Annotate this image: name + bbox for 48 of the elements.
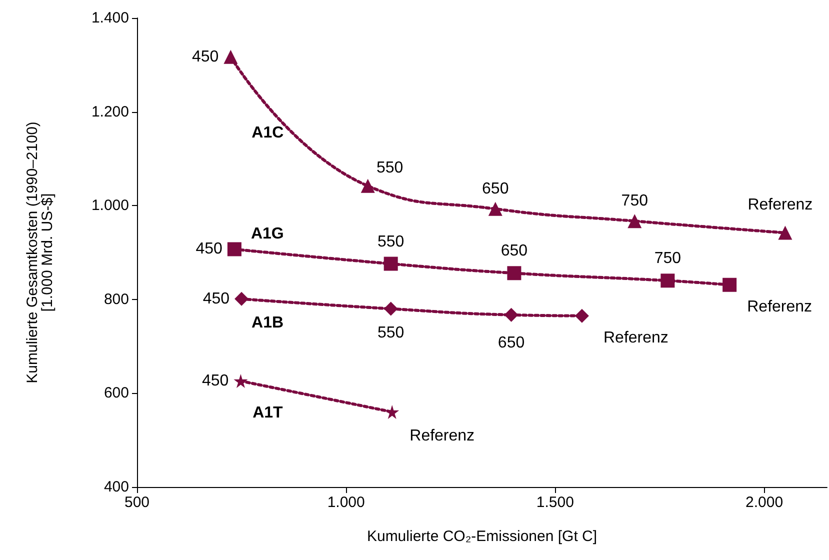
y-tick-label: 800	[104, 290, 129, 308]
annotation: 650	[482, 180, 509, 198]
annotation: 450	[202, 372, 229, 390]
annotation: 450	[196, 240, 223, 258]
point	[385, 404, 400, 419]
y-tick-label: 1.000	[91, 197, 129, 214]
x-axis-title: Kumulierte CO₂-Emissionen [Gt C]	[366, 528, 598, 545]
annotation: 650	[498, 334, 525, 352]
y-tick-label: 1.400	[91, 10, 129, 26]
annotation: 750	[654, 250, 682, 268]
x-tick-label: 1.500	[536, 494, 574, 511]
point	[660, 274, 675, 288]
annotation: Referenz	[747, 298, 812, 316]
annotation: 550	[377, 324, 404, 342]
point	[778, 226, 792, 240]
point	[234, 374, 248, 388]
annotation: Referenz	[603, 329, 668, 346]
y-tick-label: 600	[104, 384, 129, 402]
annotation: Referenz	[410, 427, 475, 444]
y-tick-label: 400	[104, 478, 129, 496]
series-label: A1T	[252, 404, 284, 422]
series-label: A1B	[252, 314, 284, 332]
annotation: 450	[192, 48, 219, 66]
point	[224, 50, 238, 64]
point	[507, 266, 522, 280]
point	[360, 178, 375, 193]
series-label: A1C	[252, 124, 284, 142]
annotation: 550	[377, 233, 404, 250]
annotation: 450	[202, 290, 230, 308]
annotation: 650	[500, 242, 528, 260]
point	[504, 308, 518, 322]
series-label: A1G	[250, 226, 284, 243]
point	[384, 302, 398, 316]
point	[488, 202, 502, 216]
annotation: Referenz	[748, 196, 813, 214]
point	[234, 292, 249, 306]
point	[574, 308, 589, 323]
annotation: 550	[376, 159, 404, 176]
y-tick-label: 1.200	[91, 103, 129, 120]
point	[628, 214, 642, 228]
x-tick-label: 1.000	[327, 494, 365, 511]
y-axis-title: Kumulierte Gesamtkosten (1990–2100) [1.000 Mrd. US-$]	[24, 122, 56, 384]
point	[227, 242, 242, 256]
point	[384, 256, 398, 271]
annotation: 750	[621, 192, 648, 210]
x-tick-label: 2.000	[746, 494, 784, 511]
point	[722, 278, 737, 292]
x-tick-label: 500	[124, 494, 150, 511]
